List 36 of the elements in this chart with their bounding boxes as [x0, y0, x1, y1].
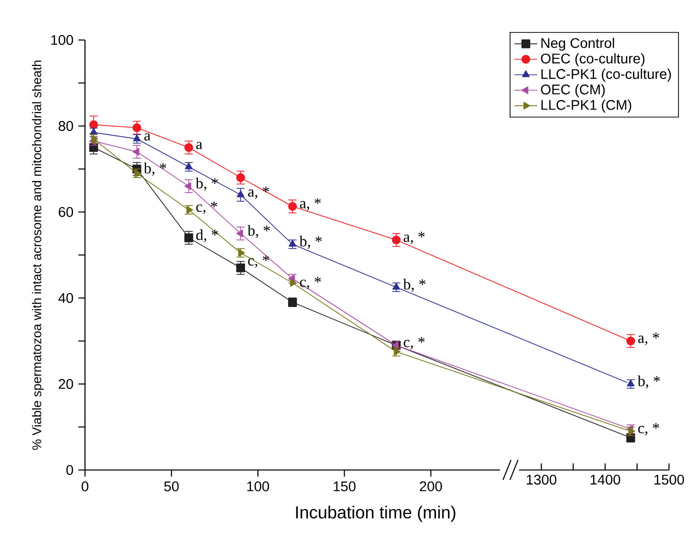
- annotation: a, *: [404, 232, 425, 244]
- annotation: a: [144, 133, 150, 141]
- legend-label: LLC-PK1 (co-culture): [541, 68, 671, 82]
- x-axis-title: Incubation time (min): [296, 506, 456, 522]
- y-tick-label: 60: [58, 207, 74, 217]
- y-tick-label: 20: [58, 379, 74, 389]
- y-tick-label: 100: [51, 35, 74, 45]
- x-tick-label: 1300: [526, 474, 556, 485]
- y-tick-label: 80: [58, 121, 74, 131]
- annotation: c, *: [404, 337, 425, 350]
- annotation: c, *: [248, 255, 269, 268]
- annotation: c, *: [638, 423, 660, 436]
- annotation: b, *: [638, 375, 660, 388]
- y-tick-label: 40: [58, 293, 74, 303]
- legend-label: Neg Control: [541, 38, 614, 51]
- legend-label: OEC (co-culture): [540, 53, 644, 66]
- annotation: c, *: [196, 202, 218, 214]
- x-tick-label: 150: [334, 481, 356, 492]
- annotation: b, *: [403, 278, 426, 292]
- y-tick-label: 0: [66, 465, 74, 475]
- x-tick-label: 50: [164, 481, 179, 492]
- legend-label: OEC (CM): [540, 84, 605, 98]
- annotation: b, *: [248, 224, 270, 238]
- annotation: b, *: [144, 162, 166, 176]
- annotation: a, *: [300, 198, 321, 211]
- annotation: a, *: [248, 186, 269, 199]
- x-tick-label: 200: [420, 481, 442, 492]
- annotation: a: [196, 142, 202, 150]
- x-tick-label: 1400: [590, 474, 620, 485]
- annotation: a, *: [638, 332, 660, 346]
- x-tick-label: 0: [82, 481, 88, 492]
- annotation: b, *: [299, 236, 322, 249]
- x-tick-label: 100: [247, 481, 270, 492]
- legend-label: LLC-PK1 (CM): [541, 100, 632, 113]
- x-tick-label: 1500: [654, 474, 684, 485]
- y-axis-title: % Viable spermatozoa with intact acrosome and mitochondrial sheath: [32, 60, 44, 450]
